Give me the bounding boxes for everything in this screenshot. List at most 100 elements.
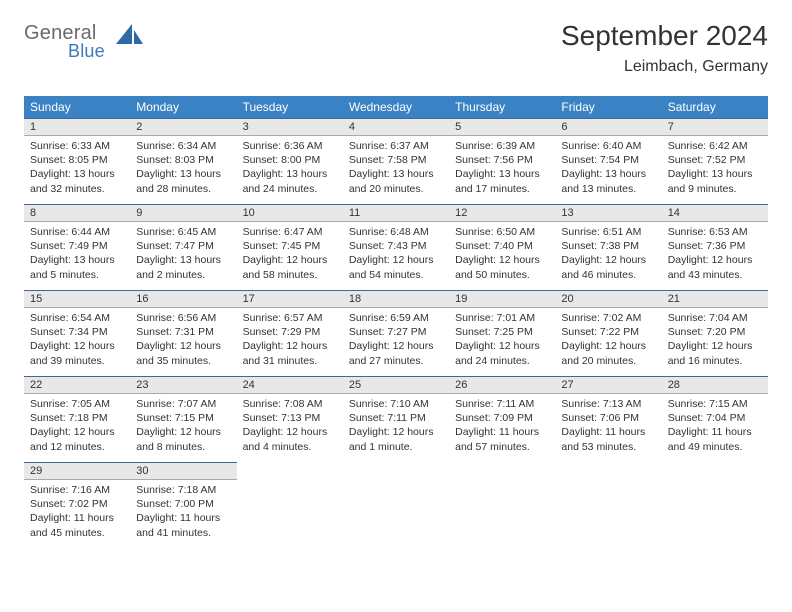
calendar-cell: 5Sunrise: 6:39 AMSunset: 7:56 PMDaylight… [449, 118, 555, 204]
day-number: 29 [24, 462, 130, 480]
day-info: Sunrise: 6:42 AMSunset: 7:52 PMDaylight:… [662, 136, 768, 200]
calendar-body: 1Sunrise: 6:33 AMSunset: 8:05 PMDaylight… [24, 118, 768, 548]
calendar-cell [449, 462, 555, 548]
day-info: Sunrise: 7:04 AMSunset: 7:20 PMDaylight:… [662, 308, 768, 372]
day-number: 24 [237, 376, 343, 394]
day-number: 15 [24, 290, 130, 308]
day-header-friday: Friday [555, 96, 661, 118]
day-info: Sunrise: 7:11 AMSunset: 7:09 PMDaylight:… [449, 394, 555, 458]
day-number: 12 [449, 204, 555, 222]
day-info: Sunrise: 7:01 AMSunset: 7:25 PMDaylight:… [449, 308, 555, 372]
calendar-cell: 16Sunrise: 6:56 AMSunset: 7:31 PMDayligh… [130, 290, 236, 376]
calendar-cell: 21Sunrise: 7:04 AMSunset: 7:20 PMDayligh… [662, 290, 768, 376]
calendar-row: 22Sunrise: 7:05 AMSunset: 7:18 PMDayligh… [24, 376, 768, 462]
calendar-cell: 3Sunrise: 6:36 AMSunset: 8:00 PMDaylight… [237, 118, 343, 204]
calendar-cell: 11Sunrise: 6:48 AMSunset: 7:43 PMDayligh… [343, 204, 449, 290]
logo-word-blue: Blue [68, 41, 105, 61]
day-info: Sunrise: 6:33 AMSunset: 8:05 PMDaylight:… [24, 136, 130, 200]
day-info: Sunrise: 6:47 AMSunset: 7:45 PMDaylight:… [237, 222, 343, 286]
calendar-cell: 10Sunrise: 6:47 AMSunset: 7:45 PMDayligh… [237, 204, 343, 290]
calendar-cell: 26Sunrise: 7:11 AMSunset: 7:09 PMDayligh… [449, 376, 555, 462]
calendar-cell: 8Sunrise: 6:44 AMSunset: 7:49 PMDaylight… [24, 204, 130, 290]
day-number: 7 [662, 118, 768, 136]
day-number: 28 [662, 376, 768, 394]
day-info: Sunrise: 6:48 AMSunset: 7:43 PMDaylight:… [343, 222, 449, 286]
calendar-cell: 6Sunrise: 6:40 AMSunset: 7:54 PMDaylight… [555, 118, 661, 204]
day-header-row: SundayMondayTuesdayWednesdayThursdayFrid… [24, 96, 768, 118]
day-number: 11 [343, 204, 449, 222]
day-number: 4 [343, 118, 449, 136]
day-number: 23 [130, 376, 236, 394]
day-info: Sunrise: 6:59 AMSunset: 7:27 PMDaylight:… [343, 308, 449, 372]
day-info: Sunrise: 6:45 AMSunset: 7:47 PMDaylight:… [130, 222, 236, 286]
day-header-wednesday: Wednesday [343, 96, 449, 118]
calendar-cell: 19Sunrise: 7:01 AMSunset: 7:25 PMDayligh… [449, 290, 555, 376]
logo: General Blue [24, 22, 97, 66]
calendar-row: 1Sunrise: 6:33 AMSunset: 8:05 PMDaylight… [24, 118, 768, 204]
calendar-cell [662, 462, 768, 548]
day-header-sunday: Sunday [24, 96, 130, 118]
calendar-row: 15Sunrise: 6:54 AMSunset: 7:34 PMDayligh… [24, 290, 768, 376]
calendar-cell: 30Sunrise: 7:18 AMSunset: 7:00 PMDayligh… [130, 462, 236, 548]
day-number: 6 [555, 118, 661, 136]
day-info: Sunrise: 6:56 AMSunset: 7:31 PMDaylight:… [130, 308, 236, 372]
calendar-cell: 14Sunrise: 6:53 AMSunset: 7:36 PMDayligh… [662, 204, 768, 290]
day-number: 16 [130, 290, 236, 308]
calendar-cell: 13Sunrise: 6:51 AMSunset: 7:38 PMDayligh… [555, 204, 661, 290]
day-info: Sunrise: 6:36 AMSunset: 8:00 PMDaylight:… [237, 136, 343, 200]
calendar-cell: 12Sunrise: 6:50 AMSunset: 7:40 PMDayligh… [449, 204, 555, 290]
day-info: Sunrise: 7:15 AMSunset: 7:04 PMDaylight:… [662, 394, 768, 458]
day-header-saturday: Saturday [662, 96, 768, 118]
day-info: Sunrise: 7:02 AMSunset: 7:22 PMDaylight:… [555, 308, 661, 372]
day-number: 18 [343, 290, 449, 308]
calendar-cell: 25Sunrise: 7:10 AMSunset: 7:11 PMDayligh… [343, 376, 449, 462]
day-info: Sunrise: 6:57 AMSunset: 7:29 PMDaylight:… [237, 308, 343, 372]
calendar-cell: 17Sunrise: 6:57 AMSunset: 7:29 PMDayligh… [237, 290, 343, 376]
calendar-cell [237, 462, 343, 548]
calendar-cell: 29Sunrise: 7:16 AMSunset: 7:02 PMDayligh… [24, 462, 130, 548]
day-info: Sunrise: 6:34 AMSunset: 8:03 PMDaylight:… [130, 136, 236, 200]
day-number: 21 [662, 290, 768, 308]
day-number: 26 [449, 376, 555, 394]
day-number: 22 [24, 376, 130, 394]
day-number: 27 [555, 376, 661, 394]
day-header-tuesday: Tuesday [237, 96, 343, 118]
day-number: 9 [130, 204, 236, 222]
day-number: 17 [237, 290, 343, 308]
day-info: Sunrise: 6:40 AMSunset: 7:54 PMDaylight:… [555, 136, 661, 200]
calendar-table: SundayMondayTuesdayWednesdayThursdayFrid… [24, 96, 768, 548]
day-number: 30 [130, 462, 236, 480]
calendar-cell: 18Sunrise: 6:59 AMSunset: 7:27 PMDayligh… [343, 290, 449, 376]
day-info: Sunrise: 7:08 AMSunset: 7:13 PMDaylight:… [237, 394, 343, 458]
calendar-cell: 1Sunrise: 6:33 AMSunset: 8:05 PMDaylight… [24, 118, 130, 204]
day-info: Sunrise: 6:37 AMSunset: 7:58 PMDaylight:… [343, 136, 449, 200]
day-info: Sunrise: 7:05 AMSunset: 7:18 PMDaylight:… [24, 394, 130, 458]
day-number: 5 [449, 118, 555, 136]
day-info: Sunrise: 6:50 AMSunset: 7:40 PMDaylight:… [449, 222, 555, 286]
header: General Blue September 2024 Leimbach, Ge… [0, 0, 792, 86]
calendar-cell: 23Sunrise: 7:07 AMSunset: 7:15 PMDayligh… [130, 376, 236, 462]
location-text: Leimbach, Germany [24, 58, 768, 76]
calendar-cell: 27Sunrise: 7:13 AMSunset: 7:06 PMDayligh… [555, 376, 661, 462]
day-info: Sunrise: 7:07 AMSunset: 7:15 PMDaylight:… [130, 394, 236, 458]
day-number: 8 [24, 204, 130, 222]
day-info: Sunrise: 7:10 AMSunset: 7:11 PMDaylight:… [343, 394, 449, 458]
calendar-cell: 2Sunrise: 6:34 AMSunset: 8:03 PMDaylight… [130, 118, 236, 204]
day-header-thursday: Thursday [449, 96, 555, 118]
day-info: Sunrise: 6:44 AMSunset: 7:49 PMDaylight:… [24, 222, 130, 286]
day-number: 10 [237, 204, 343, 222]
day-number: 3 [237, 118, 343, 136]
calendar-cell: 22Sunrise: 7:05 AMSunset: 7:18 PMDayligh… [24, 376, 130, 462]
calendar-cell: 7Sunrise: 6:42 AMSunset: 7:52 PMDaylight… [662, 118, 768, 204]
day-number: 1 [24, 118, 130, 136]
day-number: 2 [130, 118, 236, 136]
day-number: 13 [555, 204, 661, 222]
day-info: Sunrise: 7:18 AMSunset: 7:00 PMDaylight:… [130, 480, 236, 544]
calendar-cell: 20Sunrise: 7:02 AMSunset: 7:22 PMDayligh… [555, 290, 661, 376]
day-number: 25 [343, 376, 449, 394]
day-info: Sunrise: 7:16 AMSunset: 7:02 PMDaylight:… [24, 480, 130, 544]
day-number: 14 [662, 204, 768, 222]
day-info: Sunrise: 6:51 AMSunset: 7:38 PMDaylight:… [555, 222, 661, 286]
calendar-cell: 15Sunrise: 6:54 AMSunset: 7:34 PMDayligh… [24, 290, 130, 376]
calendar-cell: 4Sunrise: 6:37 AMSunset: 7:58 PMDaylight… [343, 118, 449, 204]
